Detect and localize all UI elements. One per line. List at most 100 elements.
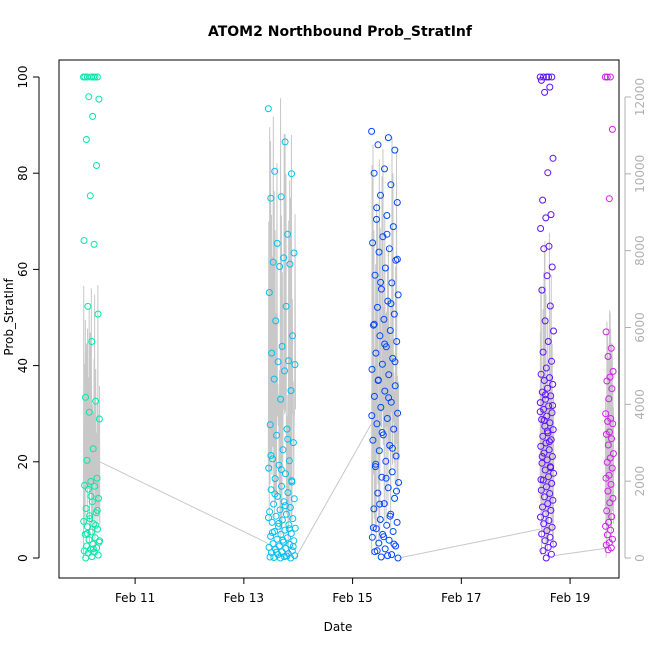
data-point-flight-2-53 bbox=[268, 518, 276, 526]
y-axis-title: Prob_StratInf bbox=[2, 278, 16, 356]
y2-tick-label-3: 4000 bbox=[633, 389, 647, 420]
data-point-flight-5-33 bbox=[608, 513, 616, 521]
data-point-flight-4-33 bbox=[547, 392, 555, 400]
data-point-flight-5-31 bbox=[606, 499, 614, 507]
data-point-flight-4-52 bbox=[543, 456, 551, 464]
data-point-flight-5-20 bbox=[608, 435, 615, 443]
data-point-flight-4-16 bbox=[540, 245, 548, 253]
data-point-flight-3-42 bbox=[377, 403, 385, 411]
data-point-flight-5-5 bbox=[605, 195, 613, 203]
data-point-flight-5-3 bbox=[603, 73, 611, 81]
data-point-flight-3-17 bbox=[392, 256, 400, 264]
data-point-flight-1-53 bbox=[82, 554, 90, 562]
y2-tick-label-2: 2000 bbox=[633, 466, 647, 497]
data-point-flight-1-17 bbox=[94, 310, 102, 318]
data-point-flight-2-54 bbox=[285, 521, 293, 529]
data-point-flight-3-36 bbox=[385, 371, 393, 379]
data-point-flight-1-20 bbox=[92, 397, 100, 405]
data-point-flight-4-17 bbox=[548, 263, 556, 271]
y2-tick-label-7: 12000 bbox=[633, 78, 647, 116]
data-point-flight-2-35 bbox=[265, 464, 273, 472]
data-point-flight-2-12 bbox=[286, 260, 294, 268]
data-point-flight-1-38 bbox=[94, 525, 102, 533]
data-point-flight-4-68 bbox=[542, 510, 550, 518]
data-point-flight-4-56 bbox=[550, 469, 558, 477]
data-point-flight-3-84 bbox=[376, 500, 384, 508]
x-tick-label-2: Feb 13 bbox=[224, 591, 264, 605]
data-point-flight-4-79 bbox=[539, 547, 547, 555]
data-point-flight-3-88 bbox=[389, 444, 396, 452]
data-point-flight-3-54 bbox=[388, 468, 396, 476]
y-tick-label-4: 60 bbox=[16, 262, 30, 277]
data-point-flight-3-50 bbox=[375, 447, 383, 455]
data-point-flight-1-28 bbox=[91, 482, 99, 490]
data-point-flight-2-23 bbox=[281, 367, 288, 375]
data-point-flight-1-51 bbox=[94, 551, 102, 559]
data-point-flight-3-64 bbox=[393, 518, 401, 526]
secondary-connector-4 bbox=[553, 547, 606, 557]
data-point-flight-1-18 bbox=[88, 338, 96, 345]
x-tick-label-3: Feb 15 bbox=[332, 591, 372, 605]
data-point-flight-3-30 bbox=[393, 338, 401, 345]
secondary-connector-2 bbox=[295, 423, 373, 559]
y-tick-label-2: 20 bbox=[16, 454, 30, 469]
data-point-flight-4-12 bbox=[547, 211, 555, 219]
data-point-flight-2-51 bbox=[289, 515, 297, 523]
data-point-flight-4-57 bbox=[545, 473, 552, 481]
data-point-flight-4-25 bbox=[548, 357, 555, 365]
data-point-flight-5-4 bbox=[608, 125, 616, 133]
data-point-flight-2-90 bbox=[265, 514, 272, 522]
data-point-flight-4-29 bbox=[540, 377, 548, 384]
data-point-flight-1-56 bbox=[96, 537, 104, 545]
data-point-flight-5-27 bbox=[602, 474, 610, 482]
data-point-flight-3-8 bbox=[377, 191, 384, 199]
data-point-flight-1-11 bbox=[82, 136, 90, 143]
secondary-trace-4 bbox=[539, 232, 555, 557]
data-point-flight-4-49 bbox=[545, 446, 553, 454]
data-point-flight-1-29 bbox=[84, 485, 92, 493]
data-point-flight-5-6 bbox=[602, 328, 610, 336]
x-tick-label-5: Feb 19 bbox=[550, 591, 590, 605]
data-point-flight-4-21 bbox=[541, 317, 549, 325]
data-point-flight-2-91 bbox=[281, 502, 289, 510]
data-point-flight-1-15 bbox=[90, 240, 98, 248]
data-point-flight-4-3 bbox=[539, 73, 547, 81]
data-point-flight-2-93 bbox=[288, 477, 296, 485]
data-point-flight-2-45 bbox=[270, 500, 278, 508]
data-point-flight-2-28 bbox=[283, 425, 291, 433]
y2-tick-label-6: 10000 bbox=[633, 155, 647, 193]
data-point-flight-5-8 bbox=[604, 353, 612, 360]
data-point-flight-3-80 bbox=[390, 540, 398, 548]
data-point-flight-2-88 bbox=[285, 525, 293, 533]
data-point-flight-3-70 bbox=[385, 536, 393, 544]
data-point-flight-2-49 bbox=[282, 510, 290, 518]
data-point-flight-3-14 bbox=[369, 239, 377, 247]
data-point-flight-3-34 bbox=[378, 360, 386, 368]
data-point-flight-1-55 bbox=[86, 512, 94, 520]
data-point-flight-3-95 bbox=[370, 320, 378, 328]
data-point-flight-3-87 bbox=[372, 460, 380, 468]
y2-tick-label-1: 0 bbox=[633, 554, 647, 562]
data-point-flight-3-58 bbox=[374, 489, 382, 497]
data-point-flight-2-29 bbox=[273, 431, 281, 439]
data-point-flight-3-28 bbox=[386, 327, 394, 334]
data-point-flight-1-19 bbox=[82, 393, 89, 401]
data-point-flight-1-16 bbox=[84, 302, 92, 310]
data-point-flight-1-12 bbox=[93, 162, 100, 169]
data-point-flight-3-65 bbox=[383, 521, 391, 529]
data-point-flight-4-83 bbox=[545, 438, 553, 446]
data-point-flight-1-9 bbox=[95, 95, 103, 103]
data-point-flight-2-36 bbox=[282, 470, 289, 478]
data-point-flight-2-96 bbox=[284, 435, 292, 443]
data-point-flight-1-37 bbox=[84, 523, 91, 531]
data-point-flight-3-81 bbox=[380, 533, 388, 541]
data-point-flight-3-89 bbox=[378, 429, 386, 436]
data-point-flight-4-18 bbox=[543, 272, 551, 280]
data-point-flight-4-5 bbox=[543, 73, 551, 81]
data-point-flight-5-29 bbox=[604, 487, 612, 495]
data-point-flight-3-97 bbox=[377, 278, 385, 286]
data-point-flight-2-68 bbox=[275, 542, 283, 550]
data-point-flight-2-2 bbox=[281, 138, 289, 146]
data-point-flight-4-88 bbox=[547, 464, 555, 472]
data-point-flight-2-37 bbox=[271, 475, 279, 483]
